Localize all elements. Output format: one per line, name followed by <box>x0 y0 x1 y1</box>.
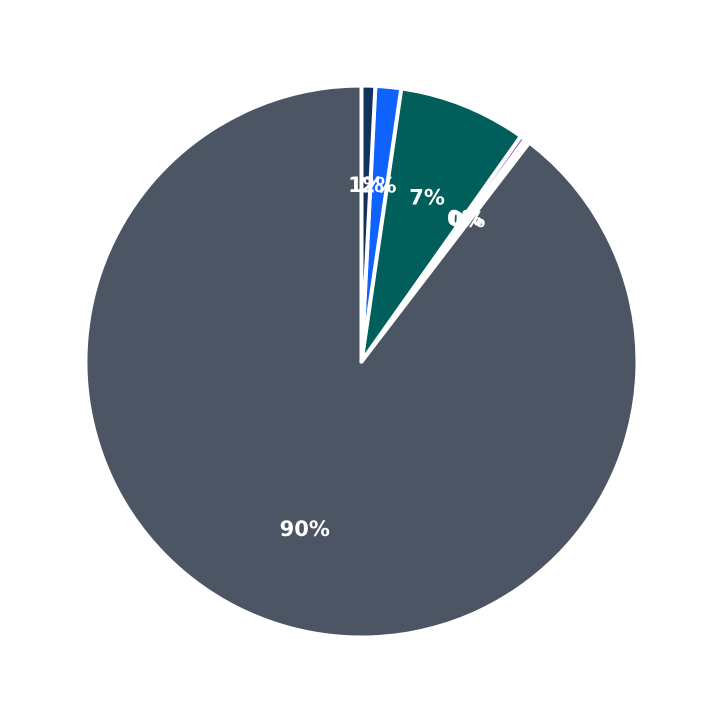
pie-slice-5 <box>359 83 378 364</box>
pie-slice-3 <box>359 86 523 364</box>
pie-slices <box>83 83 640 640</box>
pie-slice-label-0: 90% <box>280 517 330 541</box>
pie-slice-label-1: 0% <box>450 208 486 232</box>
pie-slice-label-4: 2% <box>361 174 397 198</box>
pie-slice-label-2: 0% <box>447 206 483 230</box>
pie-slice-label-3: 7% <box>409 185 445 209</box>
pie-slice-label-5: 1% <box>348 173 384 197</box>
pie-labels: 90%0%0%7%2%1% <box>280 173 486 541</box>
